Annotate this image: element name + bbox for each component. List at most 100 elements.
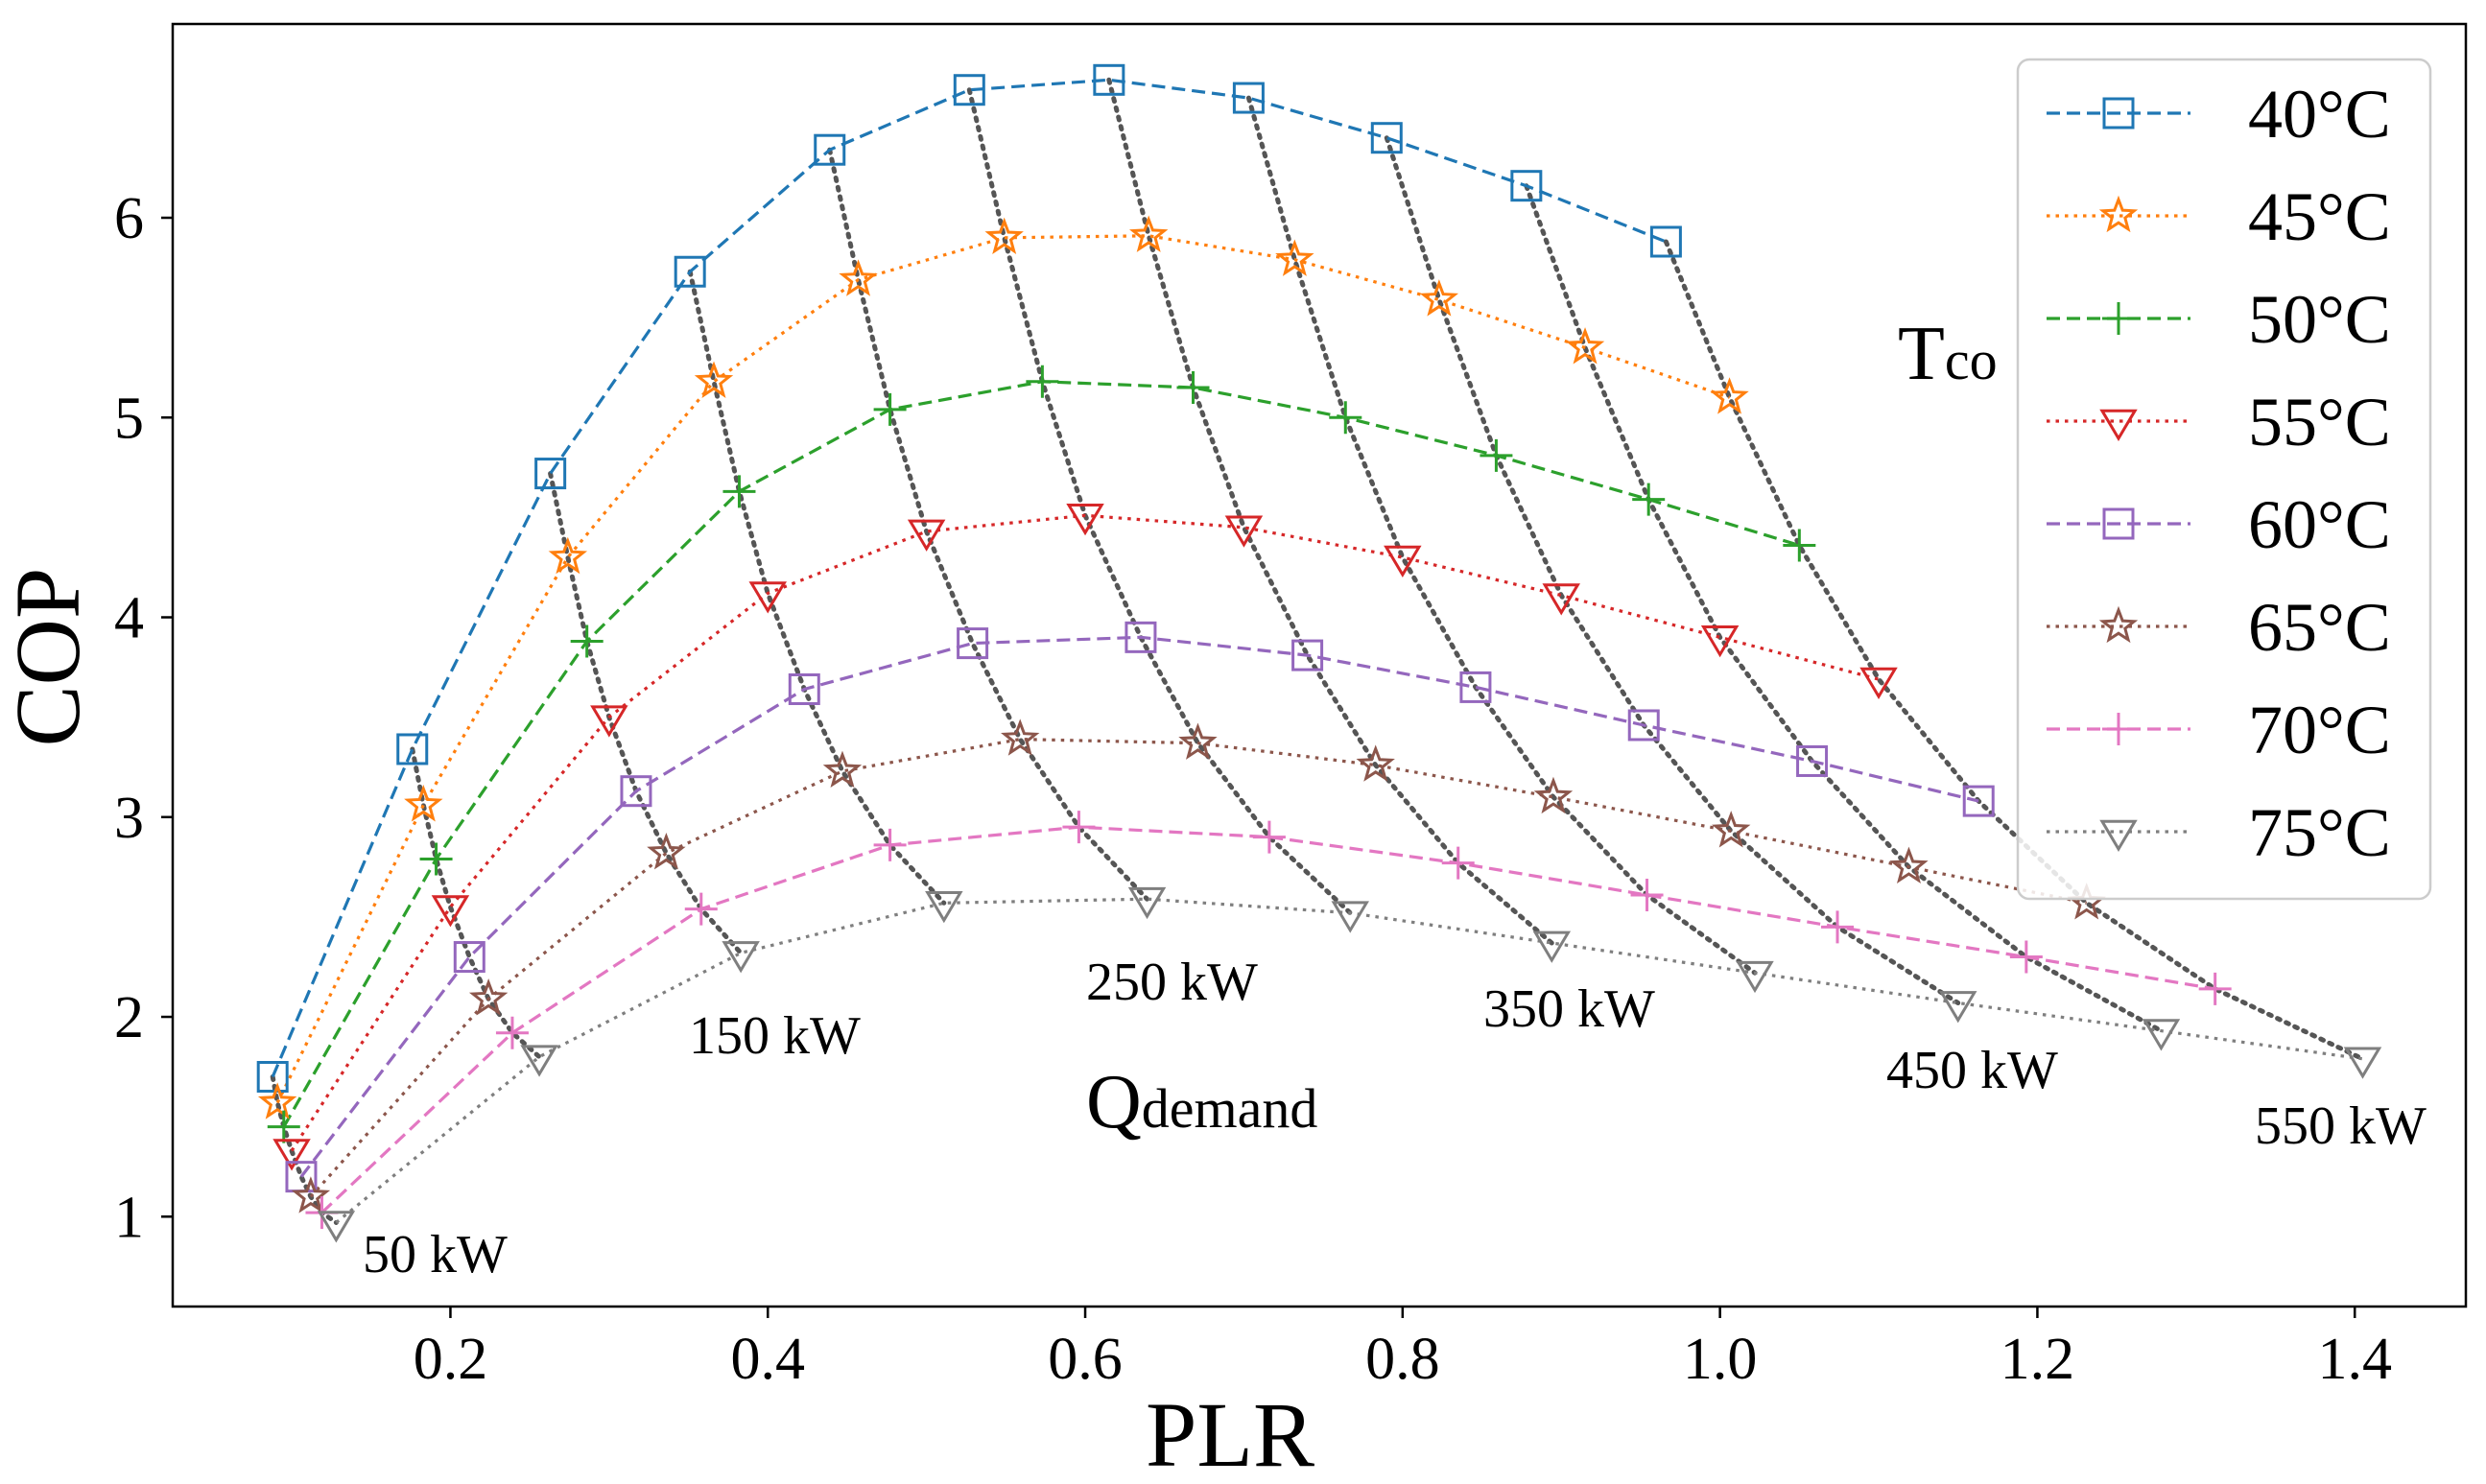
iso-demand-line-10 bbox=[1663, 239, 2365, 1062]
series-3-point-8 bbox=[1542, 583, 1580, 616]
series-5-point-0 bbox=[291, 1176, 331, 1213]
y-axis-ticks: 1 2 3 4 5 6 bbox=[114, 186, 173, 1250]
legend-label-6: 70°C bbox=[2248, 692, 2391, 768]
q-demand-annotation: Qdemand bbox=[1086, 1060, 1317, 1144]
iso-demand-line-7 bbox=[1245, 95, 1758, 976]
series-5-point-1 bbox=[468, 978, 509, 1016]
series-1-point-0 bbox=[257, 1082, 297, 1119]
legend-marker-1 bbox=[2098, 195, 2139, 233]
series-4-point-9 bbox=[1796, 744, 1829, 777]
series-6-point-10 bbox=[2198, 972, 2232, 1005]
series-6-point-5 bbox=[1252, 820, 1286, 854]
demand-label-450kw: 450 kW bbox=[1886, 1041, 2058, 1100]
series-2-point-9 bbox=[1632, 483, 1666, 516]
series-7-point-1 bbox=[520, 1045, 558, 1077]
series-1-point-5 bbox=[984, 217, 1024, 255]
series-7-point-9 bbox=[2142, 1019, 2181, 1051]
iso-demand-line-6 bbox=[1106, 77, 1554, 946]
series-line-3 bbox=[290, 513, 1880, 1152]
series-4-point-4 bbox=[957, 627, 989, 660]
series-0-point-9 bbox=[1510, 170, 1543, 202]
iso-demand-line-2 bbox=[548, 471, 744, 955]
legend-marker-2 bbox=[2102, 302, 2135, 335]
series-2-point-5 bbox=[1026, 365, 1059, 398]
series-3-point-0 bbox=[272, 1139, 311, 1171]
legend: 40°C 45°C 50°C 55°C 60°C 65°C 70°C 75°C bbox=[2016, 58, 2432, 901]
series-5-point-2 bbox=[647, 833, 686, 870]
series-7-point-3 bbox=[925, 891, 963, 924]
legend-marker-6 bbox=[2102, 713, 2135, 745]
series-7-point-5 bbox=[1331, 901, 1369, 933]
legend-label-5: 65°C bbox=[2248, 589, 2391, 666]
iso-demand-line-4 bbox=[827, 147, 1149, 902]
y-tick-label-4: 5 bbox=[114, 386, 144, 451]
series-5-point-4 bbox=[1001, 718, 1040, 756]
legend-marker-5 bbox=[2098, 605, 2139, 644]
series-7-point-0 bbox=[317, 1211, 356, 1243]
legend-marker-4 bbox=[2102, 507, 2135, 540]
series-0-point-6 bbox=[1093, 63, 1125, 96]
x-tick-label-6: 1.4 bbox=[2317, 1327, 2392, 1392]
legend-label-0: 40°C bbox=[2248, 76, 2391, 153]
series-2-point-3 bbox=[722, 475, 756, 508]
series-2-point-0 bbox=[267, 1110, 300, 1143]
x-tick-label-3: 0.8 bbox=[1365, 1327, 1440, 1392]
series-1-point-4 bbox=[839, 259, 878, 296]
series-1-point-10 bbox=[1710, 377, 1749, 414]
series-1-point-2 bbox=[548, 536, 588, 575]
y-tick-label-3: 4 bbox=[114, 586, 144, 651]
series-5-point-3 bbox=[822, 750, 863, 789]
y-tick-label-5: 6 bbox=[114, 186, 144, 251]
series-line-6 bbox=[320, 825, 2215, 1214]
series-line-4 bbox=[299, 635, 1979, 1178]
legend-label-7: 75°C bbox=[2248, 794, 2391, 871]
series-3-point-2 bbox=[590, 705, 628, 738]
demand-label-250kw: 250 kW bbox=[1086, 953, 1258, 1012]
series-2-point-7 bbox=[1329, 401, 1362, 435]
x-tick-label-4: 1.0 bbox=[1683, 1327, 1758, 1392]
series-2-point-8 bbox=[1480, 438, 1513, 472]
series-3-point-7 bbox=[1384, 545, 1422, 577]
y-tick-label-2: 3 bbox=[114, 786, 144, 851]
series-0-point-8 bbox=[1370, 122, 1403, 154]
series-3-point-4 bbox=[907, 519, 946, 552]
series-5-point-5 bbox=[1178, 722, 1218, 760]
legend-label-2: 50°C bbox=[2248, 281, 2391, 358]
series-1-point-6 bbox=[1129, 215, 1169, 252]
series-3-point-10 bbox=[1859, 667, 1898, 700]
legend-label-3: 55°C bbox=[2248, 384, 2391, 460]
series-7-point-4 bbox=[1127, 886, 1167, 920]
y-tick-label-0: 1 bbox=[114, 1185, 144, 1250]
series-7-point-6 bbox=[1532, 930, 1572, 963]
series-2-point-1 bbox=[419, 842, 453, 876]
demand-label-350kw: 350 kW bbox=[1483, 979, 1655, 1039]
tco-annotation: Tco bbox=[1898, 312, 1998, 396]
series-1-point-7 bbox=[1275, 239, 1314, 276]
x-tick-label-5: 1.2 bbox=[2001, 1327, 2075, 1392]
series-4-point-2 bbox=[620, 775, 652, 808]
x-tick-label-1: 0.4 bbox=[730, 1327, 805, 1392]
series-4-point-1 bbox=[453, 941, 485, 974]
x-tick-label-2: 0.6 bbox=[1048, 1327, 1123, 1392]
legend-marker-0 bbox=[2102, 97, 2135, 130]
y-tick-label-1: 2 bbox=[114, 985, 144, 1050]
series-3-point-5 bbox=[1066, 504, 1104, 536]
legend-label-1: 45°C bbox=[2248, 178, 2391, 255]
series-7-point-2 bbox=[722, 941, 760, 974]
series-2-point-2 bbox=[570, 624, 604, 658]
series-7-point-10 bbox=[2343, 1047, 2382, 1079]
series-1-point-3 bbox=[694, 361, 734, 398]
series-6-point-8 bbox=[1821, 910, 1855, 944]
legend-box bbox=[2016, 58, 2432, 901]
series-4-point-3 bbox=[788, 672, 820, 705]
series-6-point-9 bbox=[2009, 940, 2043, 974]
x-axis-ticks: 0.2 0.4 0.6 0.8 1.0 1.2 1.4 bbox=[414, 1307, 2392, 1392]
y-axis-title: COP bbox=[0, 568, 99, 747]
series-0-point-7 bbox=[1232, 82, 1265, 114]
series-0-point-0 bbox=[256, 1061, 289, 1094]
series-2-point-6 bbox=[1176, 371, 1210, 405]
series-2-point-4 bbox=[873, 392, 907, 426]
legend-marker-7 bbox=[2099, 819, 2138, 852]
series-5-point-6 bbox=[1356, 744, 1395, 782]
